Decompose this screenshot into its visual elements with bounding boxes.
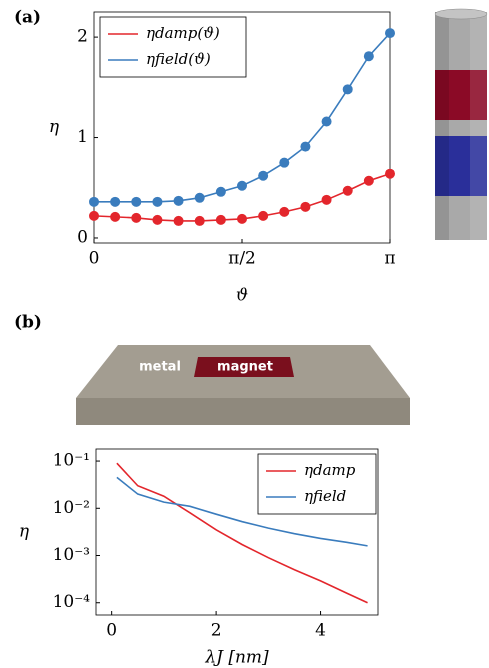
x-axis-label: ϑ (236, 286, 248, 306)
marker (279, 206, 290, 217)
x-tick-label: π/2 (228, 249, 256, 269)
marker (194, 215, 205, 226)
marker (363, 175, 374, 186)
marker (110, 211, 121, 222)
marker (215, 186, 226, 197)
marker (152, 214, 163, 225)
x-tick-label: π (384, 249, 395, 269)
y-tick-label: 10⁻⁴ (53, 592, 91, 612)
marker (385, 28, 395, 39)
marker (89, 196, 99, 207)
marker (342, 185, 353, 196)
x-tick-label: 2 (211, 621, 222, 641)
marker (237, 213, 247, 224)
plot-frame (95, 448, 379, 616)
panel-label: (b) (14, 313, 42, 333)
marker (194, 192, 205, 203)
marker (173, 195, 184, 206)
marker (385, 168, 395, 179)
legend-label: ηdamp (304, 461, 356, 479)
marker (258, 210, 269, 221)
slab: metal magnet (76, 345, 410, 425)
panel-label: (a) (14, 8, 41, 28)
marker (131, 196, 142, 207)
series-line (116, 476, 368, 547)
marker (89, 210, 99, 221)
legend-box (257, 453, 377, 515)
legend-label: ηfield(ϑ) (146, 50, 211, 68)
marker (131, 212, 142, 223)
legend-box (99, 16, 247, 78)
metal-label: metal (139, 360, 181, 375)
marker (173, 215, 184, 226)
y-tick-label: 1 (77, 127, 88, 147)
marker (258, 170, 269, 181)
x-tick-label: 0 (106, 621, 117, 641)
x-tick-label: 4 (315, 621, 326, 641)
cylinder (434, 8, 488, 240)
marker (279, 157, 290, 168)
y-axis-label: η (49, 117, 60, 137)
marker (300, 141, 311, 152)
legend-label: ηdamp(ϑ) (146, 24, 220, 42)
y-tick-label: 2 (77, 27, 88, 47)
series-line (116, 462, 368, 604)
marker (363, 51, 374, 62)
marker (321, 194, 332, 205)
marker (342, 84, 353, 95)
x-axis-label: λJ [nm] (204, 648, 269, 668)
marker (215, 214, 226, 225)
legend-label: ηfield (304, 487, 346, 505)
marker (237, 180, 247, 191)
marker (152, 196, 163, 207)
marker (300, 201, 311, 212)
y-axis-label: η (19, 522, 30, 542)
x-tick-label: 0 (89, 249, 100, 269)
y-tick-label: 10⁻³ (53, 545, 90, 565)
y-tick-label: 10⁻² (53, 498, 90, 518)
y-tick-label: 10⁻¹ (53, 451, 90, 471)
marker (321, 116, 332, 127)
marker (110, 196, 121, 207)
magnet-label: magnet (217, 360, 273, 375)
y-tick-label: 0 (77, 227, 88, 247)
